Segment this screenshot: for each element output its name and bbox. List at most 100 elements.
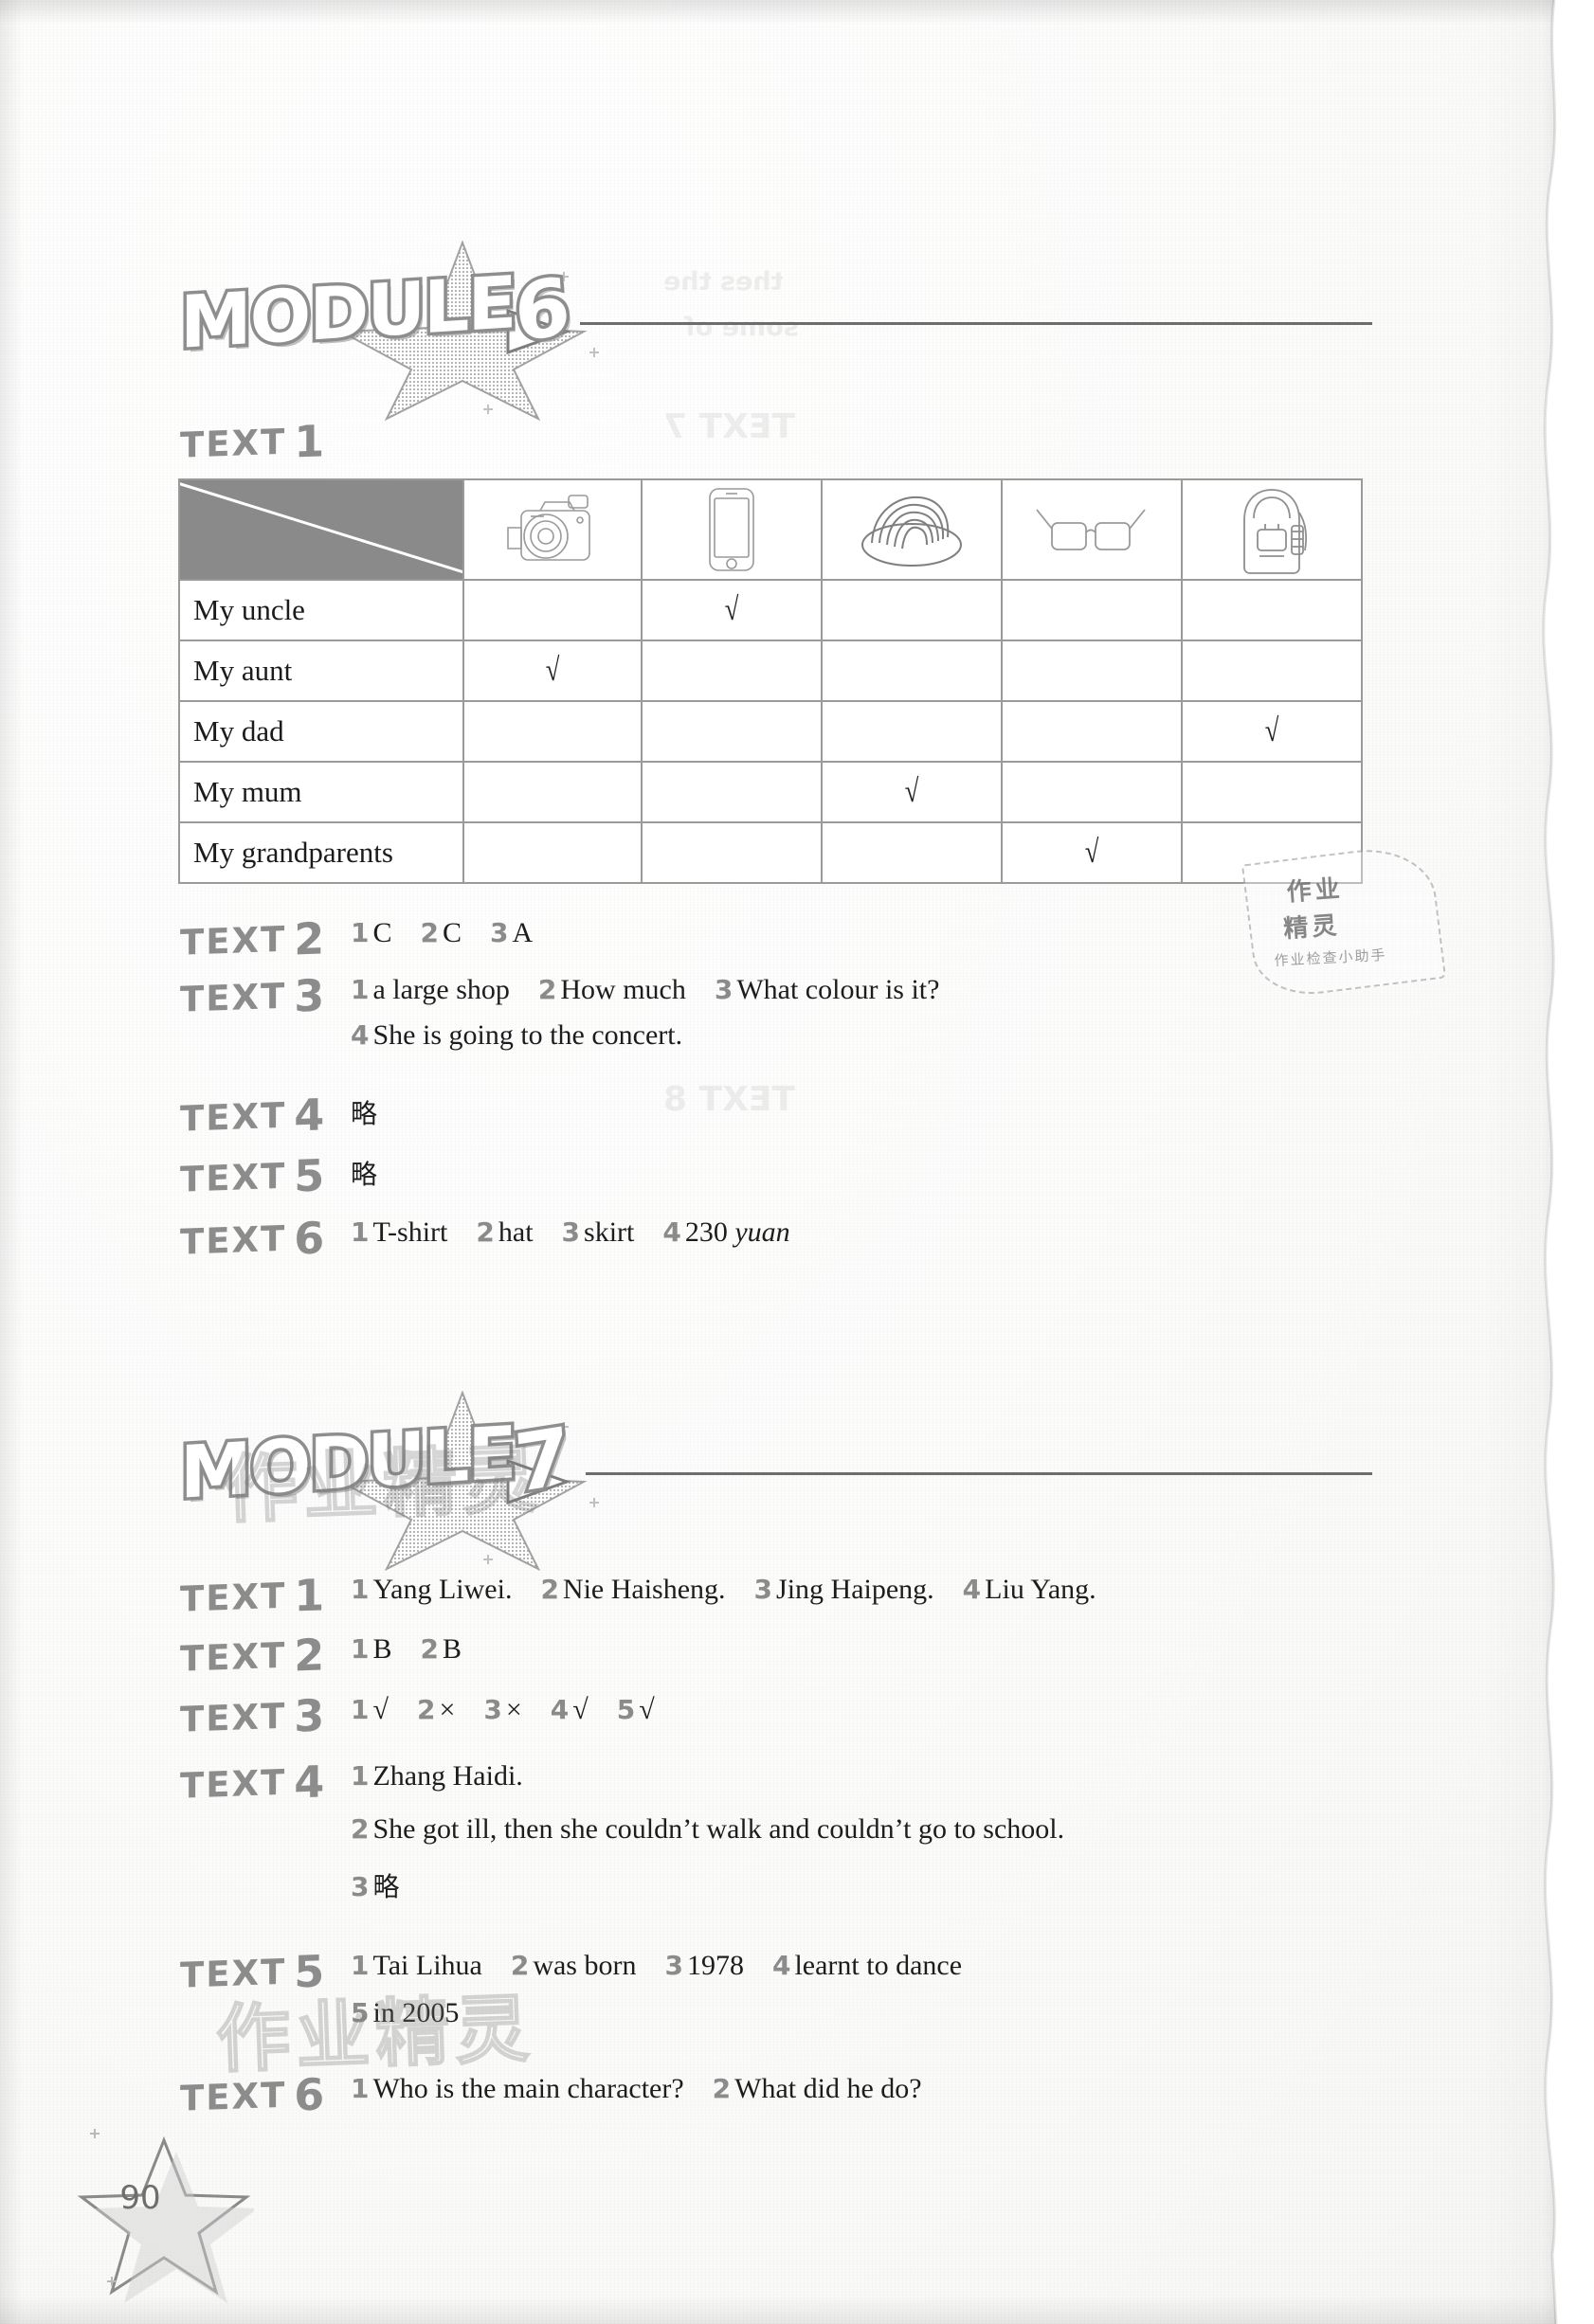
check-icon: √ bbox=[1083, 834, 1099, 871]
table-row: My grandparents √ bbox=[178, 821, 1363, 884]
cell-r1c2: √ bbox=[641, 579, 823, 641]
module-6-banner: MODULE6 bbox=[177, 241, 599, 421]
module-7-text-3-answers: 1 √ 2 × 3 × 4 √ 5 √ bbox=[351, 1694, 655, 1725]
module-6-text-4-label: TEXT 4 bbox=[180, 1089, 327, 1142]
page-top-edge-shadow bbox=[0, 0, 1594, 25]
module-6-text-1-label: TEXT 1 bbox=[180, 415, 327, 468]
row-label: My grandparents bbox=[178, 821, 464, 884]
hat-icon bbox=[861, 495, 962, 567]
module-6-text-2-label: TEXT 2 bbox=[180, 912, 327, 965]
column-header-camera bbox=[462, 478, 643, 581]
module-7-text-1-label: TEXT 1 bbox=[180, 1569, 327, 1622]
cell-r1c5 bbox=[1181, 579, 1363, 641]
cell-r1c4 bbox=[1001, 579, 1183, 641]
column-header-glasses bbox=[1001, 478, 1183, 581]
module-6-text-4-answers: 略 bbox=[351, 1088, 377, 1131]
module-7-text-6-answers: 1 Who is the main character? 2 What did he… bbox=[351, 2073, 922, 2104]
module-6-text-6-label: TEXT 6 bbox=[180, 1212, 327, 1265]
module-7-text-5-answers: 1 Tai Lihua 2 was born 3 1978 4 learnt to da… bbox=[351, 1944, 987, 2029]
cell-r3c1 bbox=[462, 700, 643, 763]
module-6-text-5-label: TEXT 5 bbox=[180, 1149, 327, 1202]
torn-edge-shape bbox=[1542, 0, 1594, 2324]
cell-r2c3 bbox=[821, 640, 1003, 702]
ghost-text-4: TEXT 8 bbox=[663, 1080, 796, 1119]
row-label: My mum bbox=[178, 761, 464, 823]
module-7-text-3-label: TEXT 3 bbox=[180, 1689, 327, 1742]
module-7-number: 7 bbox=[509, 1406, 577, 1513]
table-corner-cell bbox=[178, 478, 464, 581]
module-7-text-4-row: TEXT 4 1 Zhang Haidi. 2 She got ill, then s… bbox=[180, 1755, 1064, 1904]
cell-r4c2 bbox=[641, 761, 823, 823]
column-header-backpack bbox=[1181, 478, 1363, 581]
module-7-rule bbox=[586, 1472, 1372, 1475]
column-header-phone bbox=[641, 478, 823, 581]
row-label: My aunt bbox=[178, 640, 464, 702]
module-7-text-4-answers: 1 Zhang Haidi. 2 She got ill, then she cou… bbox=[351, 1755, 1064, 1904]
answer-line: 4 She is going to the concert. bbox=[351, 1019, 683, 1051]
cell-r1c1 bbox=[462, 579, 643, 641]
module-6-text-6-row: TEXT 6 1 T-shirt 2 hat 3 skirt 4 230 yuan bbox=[180, 1211, 815, 1265]
cell-r2c2 bbox=[641, 640, 823, 702]
answer-cn: 略 bbox=[351, 1159, 378, 1190]
sticker-line-3: 作业检查小助手 bbox=[1274, 946, 1387, 970]
table-row: My mum √ bbox=[178, 761, 1363, 823]
module-7-text-1-row: TEXT 1 1 Yang Liwei. 2 Nie Haisheng. 3 Jing … bbox=[180, 1568, 1121, 1622]
answer-line: 5 in 2005 bbox=[351, 1997, 460, 2028]
cell-r4c4 bbox=[1001, 761, 1183, 823]
phone-icon bbox=[709, 488, 754, 571]
diagonal-slash-icon bbox=[181, 482, 462, 573]
cell-r3c5: √ bbox=[1181, 700, 1363, 763]
module-7-text-4-label: TEXT 4 bbox=[180, 1756, 327, 1809]
module-6-number: 6 bbox=[509, 256, 577, 363]
cell-r2c4 bbox=[1001, 640, 1183, 702]
sticker-line-2: 精灵 bbox=[1282, 911, 1342, 945]
text-1-answer-table: My uncle √ My aunt √ My dad bbox=[178, 478, 1363, 884]
cell-r3c4 bbox=[1001, 700, 1183, 763]
page-number: 90 bbox=[119, 2179, 161, 2217]
banner-star-6 bbox=[337, 241, 599, 421]
module-7-text-6-label: TEXT 6 bbox=[180, 2068, 327, 2121]
cell-r5c4: √ bbox=[1001, 821, 1183, 884]
module-6-rule bbox=[580, 322, 1372, 325]
page-number-star bbox=[77, 2129, 254, 2303]
answer-line: 1 Tai Lihua 2 was born 3 1978 4 learnt to da… bbox=[351, 1950, 963, 1981]
module-7-banner: MODULE7 bbox=[177, 1391, 599, 1571]
module-6-text-6-answers: 1 T-shirt 2 hat 3 skirt 4 230 yuan bbox=[351, 1216, 790, 1248]
answer-line: 1 Zhang Haidi. bbox=[351, 1760, 523, 1792]
module-6-text-5-row: TEXT 5 略 bbox=[180, 1148, 378, 1202]
cell-r5c5 bbox=[1181, 821, 1363, 884]
unit-yuan: yuan bbox=[734, 1216, 790, 1248]
cell-r5c3 bbox=[821, 821, 1003, 884]
answer-cn: 略 bbox=[351, 1098, 378, 1129]
table-row: My uncle √ bbox=[178, 579, 1363, 641]
page-left-edge-shadow bbox=[0, 0, 23, 2324]
check-icon: √ bbox=[723, 591, 739, 628]
cell-r4c3: √ bbox=[821, 761, 1003, 823]
torn-paper-edge bbox=[1480, 0, 1594, 2324]
column-header-hat bbox=[821, 478, 1003, 581]
cell-r1c3 bbox=[821, 579, 1003, 641]
answer-line: 2 She got ill, then she couldn’t walk and… bbox=[351, 1813, 1065, 1845]
table-row: My aunt √ bbox=[178, 640, 1363, 702]
cell-r3c3 bbox=[821, 700, 1003, 763]
cell-r5c1 bbox=[462, 821, 643, 884]
check-icon: √ bbox=[903, 773, 919, 810]
cell-r5c2 bbox=[641, 821, 823, 884]
module-6-text-4-row: TEXT 4 略 bbox=[180, 1088, 377, 1142]
cell-r3c2 bbox=[641, 700, 823, 763]
glasses-icon bbox=[1036, 509, 1146, 550]
module-7-text-6-row: TEXT 6 1 Who is the main character? 2 What … bbox=[180, 2067, 947, 2121]
row-label: My dad bbox=[178, 700, 464, 763]
cell-r2c5 bbox=[1181, 640, 1363, 702]
module-7-text-5-row: TEXT 5 1 Tai Lihua 2 was born 3 1978 4 learnt… bbox=[180, 1944, 987, 2029]
module-6-text-3-label: TEXT 3 bbox=[180, 969, 327, 1022]
